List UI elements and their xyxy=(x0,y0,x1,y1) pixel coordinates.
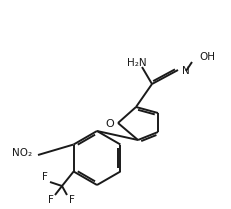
Text: F: F xyxy=(42,172,48,182)
Text: F: F xyxy=(69,195,75,205)
Text: O: O xyxy=(105,119,114,129)
Text: F: F xyxy=(48,195,54,205)
Text: H₂N: H₂N xyxy=(127,58,146,68)
Text: OH: OH xyxy=(198,52,214,62)
Text: NO₂: NO₂ xyxy=(12,148,32,158)
Text: N: N xyxy=(181,66,189,76)
